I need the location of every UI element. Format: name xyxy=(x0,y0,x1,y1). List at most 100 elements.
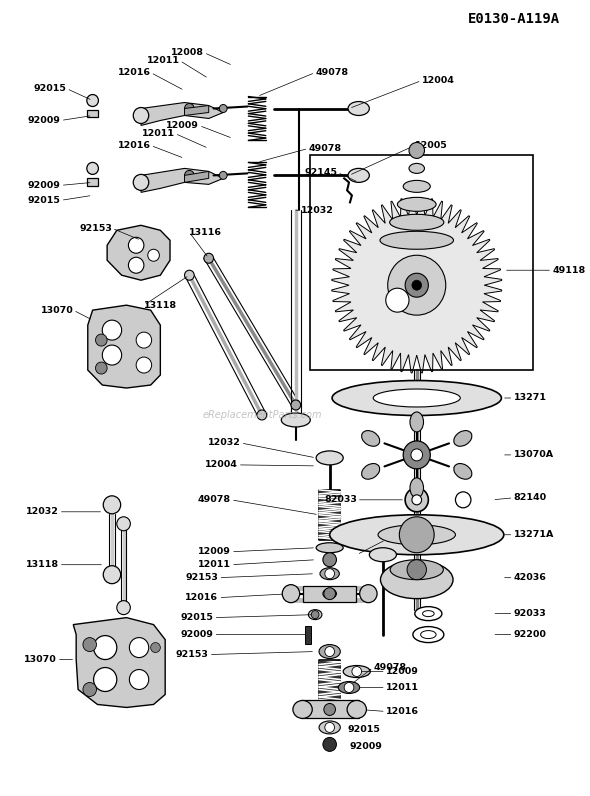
Circle shape xyxy=(325,723,335,732)
Ellipse shape xyxy=(330,515,504,555)
Text: 42036: 42036 xyxy=(513,573,546,582)
Text: 92145: 92145 xyxy=(304,168,337,177)
Ellipse shape xyxy=(320,568,339,579)
Ellipse shape xyxy=(369,548,396,562)
Text: 12004: 12004 xyxy=(422,76,454,85)
Text: 92009: 92009 xyxy=(181,630,214,639)
Ellipse shape xyxy=(332,380,502,416)
Text: 49118: 49118 xyxy=(552,266,585,275)
Circle shape xyxy=(103,566,121,583)
Circle shape xyxy=(136,332,152,348)
Circle shape xyxy=(129,237,144,253)
Text: 49078: 49078 xyxy=(309,144,342,153)
Ellipse shape xyxy=(378,525,455,544)
Text: 12005: 12005 xyxy=(386,535,418,544)
Circle shape xyxy=(102,320,122,340)
Circle shape xyxy=(409,142,424,158)
Ellipse shape xyxy=(348,102,369,115)
Circle shape xyxy=(388,256,446,315)
Circle shape xyxy=(405,488,428,512)
Ellipse shape xyxy=(316,451,343,465)
Circle shape xyxy=(117,601,130,615)
Ellipse shape xyxy=(319,721,340,734)
Ellipse shape xyxy=(316,543,343,552)
Circle shape xyxy=(133,174,149,190)
Text: 12011: 12011 xyxy=(386,683,419,692)
Circle shape xyxy=(403,441,430,469)
Circle shape xyxy=(219,171,227,179)
Circle shape xyxy=(87,162,99,174)
Text: 92033: 92033 xyxy=(513,609,546,618)
Polygon shape xyxy=(88,305,160,388)
Circle shape xyxy=(323,552,336,567)
Text: 92015: 92015 xyxy=(34,84,67,93)
Text: 12016: 12016 xyxy=(117,68,150,77)
Text: 12032: 12032 xyxy=(26,507,59,517)
Circle shape xyxy=(344,682,354,693)
Circle shape xyxy=(83,682,97,696)
Circle shape xyxy=(412,280,422,291)
Ellipse shape xyxy=(362,431,380,447)
Text: 12016: 12016 xyxy=(117,141,150,150)
Ellipse shape xyxy=(403,181,430,193)
Polygon shape xyxy=(141,169,223,193)
Bar xyxy=(87,110,98,118)
Ellipse shape xyxy=(454,463,472,479)
Circle shape xyxy=(399,517,434,552)
Polygon shape xyxy=(141,103,223,126)
Circle shape xyxy=(204,253,214,263)
Text: 12016: 12016 xyxy=(386,707,419,716)
Ellipse shape xyxy=(389,214,444,230)
Text: 13116: 13116 xyxy=(189,228,222,236)
Text: 13271A: 13271A xyxy=(513,530,554,539)
Ellipse shape xyxy=(380,232,454,249)
Circle shape xyxy=(129,638,149,657)
Polygon shape xyxy=(185,106,209,115)
Ellipse shape xyxy=(410,478,424,498)
Circle shape xyxy=(405,273,428,297)
Circle shape xyxy=(129,669,149,689)
Circle shape xyxy=(407,560,427,579)
Circle shape xyxy=(312,611,319,618)
Ellipse shape xyxy=(362,463,380,479)
Text: 12008: 12008 xyxy=(171,48,204,57)
Text: 12009: 12009 xyxy=(166,121,199,130)
Ellipse shape xyxy=(319,645,340,658)
Ellipse shape xyxy=(282,585,300,603)
Circle shape xyxy=(386,288,409,312)
Text: 12011: 12011 xyxy=(142,129,175,138)
Text: 12005: 12005 xyxy=(415,141,448,150)
Ellipse shape xyxy=(339,681,360,693)
Circle shape xyxy=(257,410,267,420)
Bar xyxy=(318,490,341,540)
Bar xyxy=(318,660,341,709)
Text: 13070: 13070 xyxy=(24,655,57,664)
Ellipse shape xyxy=(454,431,472,447)
Text: 13271: 13271 xyxy=(513,393,546,403)
Text: 13118: 13118 xyxy=(144,301,177,310)
Text: 92153: 92153 xyxy=(79,224,112,232)
Text: 12011: 12011 xyxy=(147,56,180,65)
Circle shape xyxy=(94,635,117,660)
Ellipse shape xyxy=(281,413,310,427)
Bar xyxy=(301,700,359,719)
Ellipse shape xyxy=(422,611,434,617)
Circle shape xyxy=(150,642,160,653)
Ellipse shape xyxy=(293,700,312,719)
Text: 92153: 92153 xyxy=(176,650,209,659)
Text: 92009: 92009 xyxy=(28,181,61,190)
Text: 92015: 92015 xyxy=(181,613,214,622)
Ellipse shape xyxy=(309,610,322,619)
Circle shape xyxy=(323,737,336,751)
Bar xyxy=(303,586,356,602)
Circle shape xyxy=(325,568,335,579)
Circle shape xyxy=(133,107,149,123)
Circle shape xyxy=(148,249,159,261)
Ellipse shape xyxy=(413,626,444,642)
Text: 92009: 92009 xyxy=(28,116,61,125)
Circle shape xyxy=(324,587,336,599)
Circle shape xyxy=(219,104,227,112)
Bar xyxy=(87,178,98,186)
Polygon shape xyxy=(107,225,170,280)
Text: 13070: 13070 xyxy=(41,306,73,314)
